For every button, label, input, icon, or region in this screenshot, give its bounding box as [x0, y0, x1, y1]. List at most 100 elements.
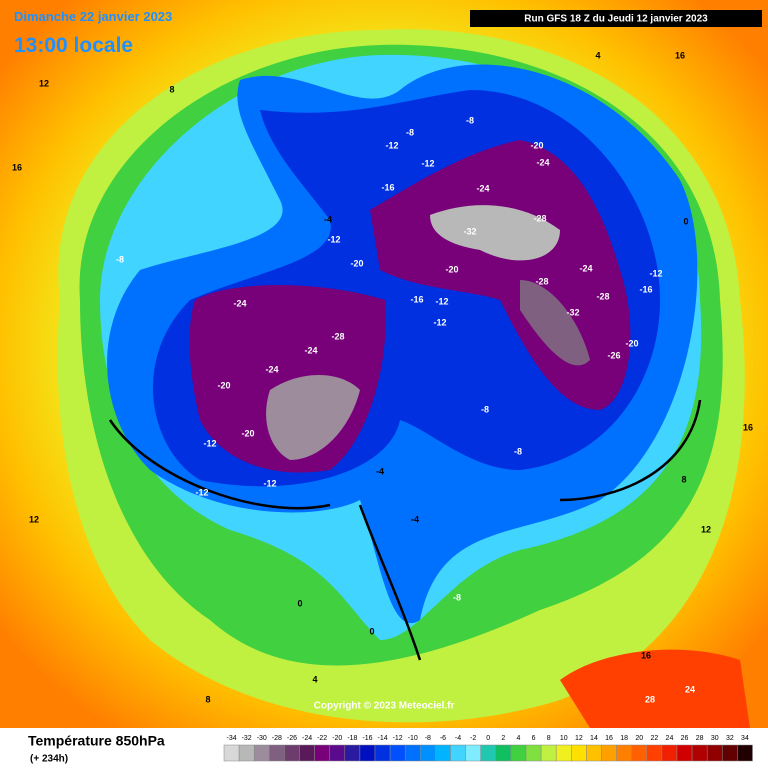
scale-label: -28: [272, 735, 282, 742]
contour-label: -28: [535, 276, 548, 286]
scale-label: -18: [347, 735, 357, 742]
color-swatch: [374, 744, 391, 762]
scale-label: -22: [317, 735, 327, 742]
color-swatch: [691, 744, 708, 762]
contour-label: -12: [421, 158, 434, 168]
scale-label: 16: [605, 735, 613, 742]
contour-label: -4: [324, 214, 332, 224]
color-swatch: [661, 744, 678, 762]
run-info: Run GFS 18 Z du Jeudi 12 janvier 2023: [524, 14, 708, 25]
scale-label: 34: [741, 735, 749, 742]
contour-label: -4: [411, 514, 419, 524]
forecast-time: 13:00 locale: [14, 34, 133, 57]
color-swatch: [722, 744, 738, 762]
contour-label: -24: [579, 263, 592, 273]
contour-label: -24: [536, 157, 549, 167]
color-swatch: [329, 744, 346, 762]
color-swatch: [359, 744, 376, 762]
scale-label: -34: [226, 735, 236, 742]
scale-label: 28: [696, 735, 704, 742]
contour-label: 16: [743, 422, 753, 432]
forecast-date: Dimanche 22 janvier 2023: [14, 9, 172, 24]
color-swatch: [314, 744, 330, 762]
color-swatch: [555, 744, 572, 762]
contour-label: -12: [385, 140, 398, 150]
contour-label: 12: [701, 524, 711, 534]
scale-label: 14: [590, 735, 598, 742]
contour-label: 8: [169, 84, 174, 94]
scale-label: -14: [377, 735, 387, 742]
contour-label: -16: [410, 294, 423, 304]
run-banner: [470, 10, 762, 27]
contour-label: -24: [304, 345, 317, 355]
contour-label: -24: [233, 298, 246, 308]
contour-line: [108, 399, 702, 661]
scale-label: 10: [560, 735, 568, 742]
contour-label: -20: [625, 338, 638, 348]
scale-label: -20: [332, 735, 342, 742]
contour-label: 4: [595, 50, 600, 60]
contour-label: -12: [433, 317, 446, 327]
contour-label: 12: [29, 514, 39, 524]
contour-label: 8: [681, 474, 686, 484]
scale-label: 24: [666, 735, 674, 742]
color-swatch: [389, 744, 406, 762]
scale-label: -4: [455, 735, 461, 742]
temperature-field: [430, 205, 560, 261]
color-swatch: [238, 744, 255, 762]
color-swatch: [737, 744, 753, 762]
scale-label: -8: [425, 735, 431, 742]
color-swatch: [601, 744, 617, 762]
contour-label: -12: [263, 478, 276, 488]
scale-label: -12: [393, 735, 403, 742]
contour-label: -32: [566, 307, 579, 317]
scale-label: 18: [620, 735, 628, 742]
color-swatch: [540, 744, 557, 762]
color-swatch: [344, 744, 361, 762]
contour-label: 4: [312, 674, 317, 684]
contour-label: -16: [381, 182, 394, 192]
scale-label: 20: [635, 735, 643, 742]
contour-label: -8: [481, 404, 489, 414]
contour-label: 0: [369, 626, 374, 636]
color-swatch: [525, 744, 542, 762]
color-swatch: [631, 744, 648, 762]
color-swatch: [676, 744, 693, 762]
color-swatch: [450, 744, 466, 762]
color-swatch: [223, 744, 240, 762]
contour-label: -8: [514, 446, 522, 456]
scale-label: -24: [302, 735, 312, 742]
contour-label: -8: [453, 592, 461, 602]
color-scale: -34 -32 -30 -28 -26 -24 -22 -20 -18 -16 -14 -12 -10-…: [223, 735, 753, 762]
scale-label: 6: [532, 735, 536, 742]
contour-label: -24: [265, 364, 278, 374]
contour-label: 0: [297, 598, 302, 608]
contour-label: -28: [596, 291, 609, 301]
contour-label: -20: [350, 258, 363, 268]
scale-label: 32: [726, 735, 734, 742]
contour-label: 24: [685, 684, 695, 694]
color-swatch: [299, 744, 315, 762]
scale-label: 4: [516, 735, 520, 742]
temperature-field: [560, 649, 750, 728]
scale-label: 2: [501, 735, 505, 742]
color-swatch: [253, 744, 270, 762]
color-swatch: [420, 744, 436, 762]
temperature-field: [520, 280, 590, 366]
contour-label: -24: [476, 183, 489, 193]
scale-label: -2: [470, 735, 476, 742]
contour-label: 16: [675, 50, 685, 60]
color-swatch: [435, 744, 451, 762]
contour-label: 8: [205, 694, 210, 704]
color-swatch: [495, 744, 512, 762]
contour-label: -12: [203, 438, 216, 448]
contour-label: -12: [327, 234, 340, 244]
legend-subtitle: (+ 234h): [30, 754, 68, 765]
color-swatch: [269, 744, 285, 762]
color-swatch: [571, 744, 587, 762]
scale-label: 26: [681, 735, 689, 742]
contour-label: -16: [639, 284, 652, 294]
contour-label: -32: [463, 226, 476, 236]
scale-label: -16: [362, 735, 372, 742]
color-swatch: [646, 744, 663, 762]
